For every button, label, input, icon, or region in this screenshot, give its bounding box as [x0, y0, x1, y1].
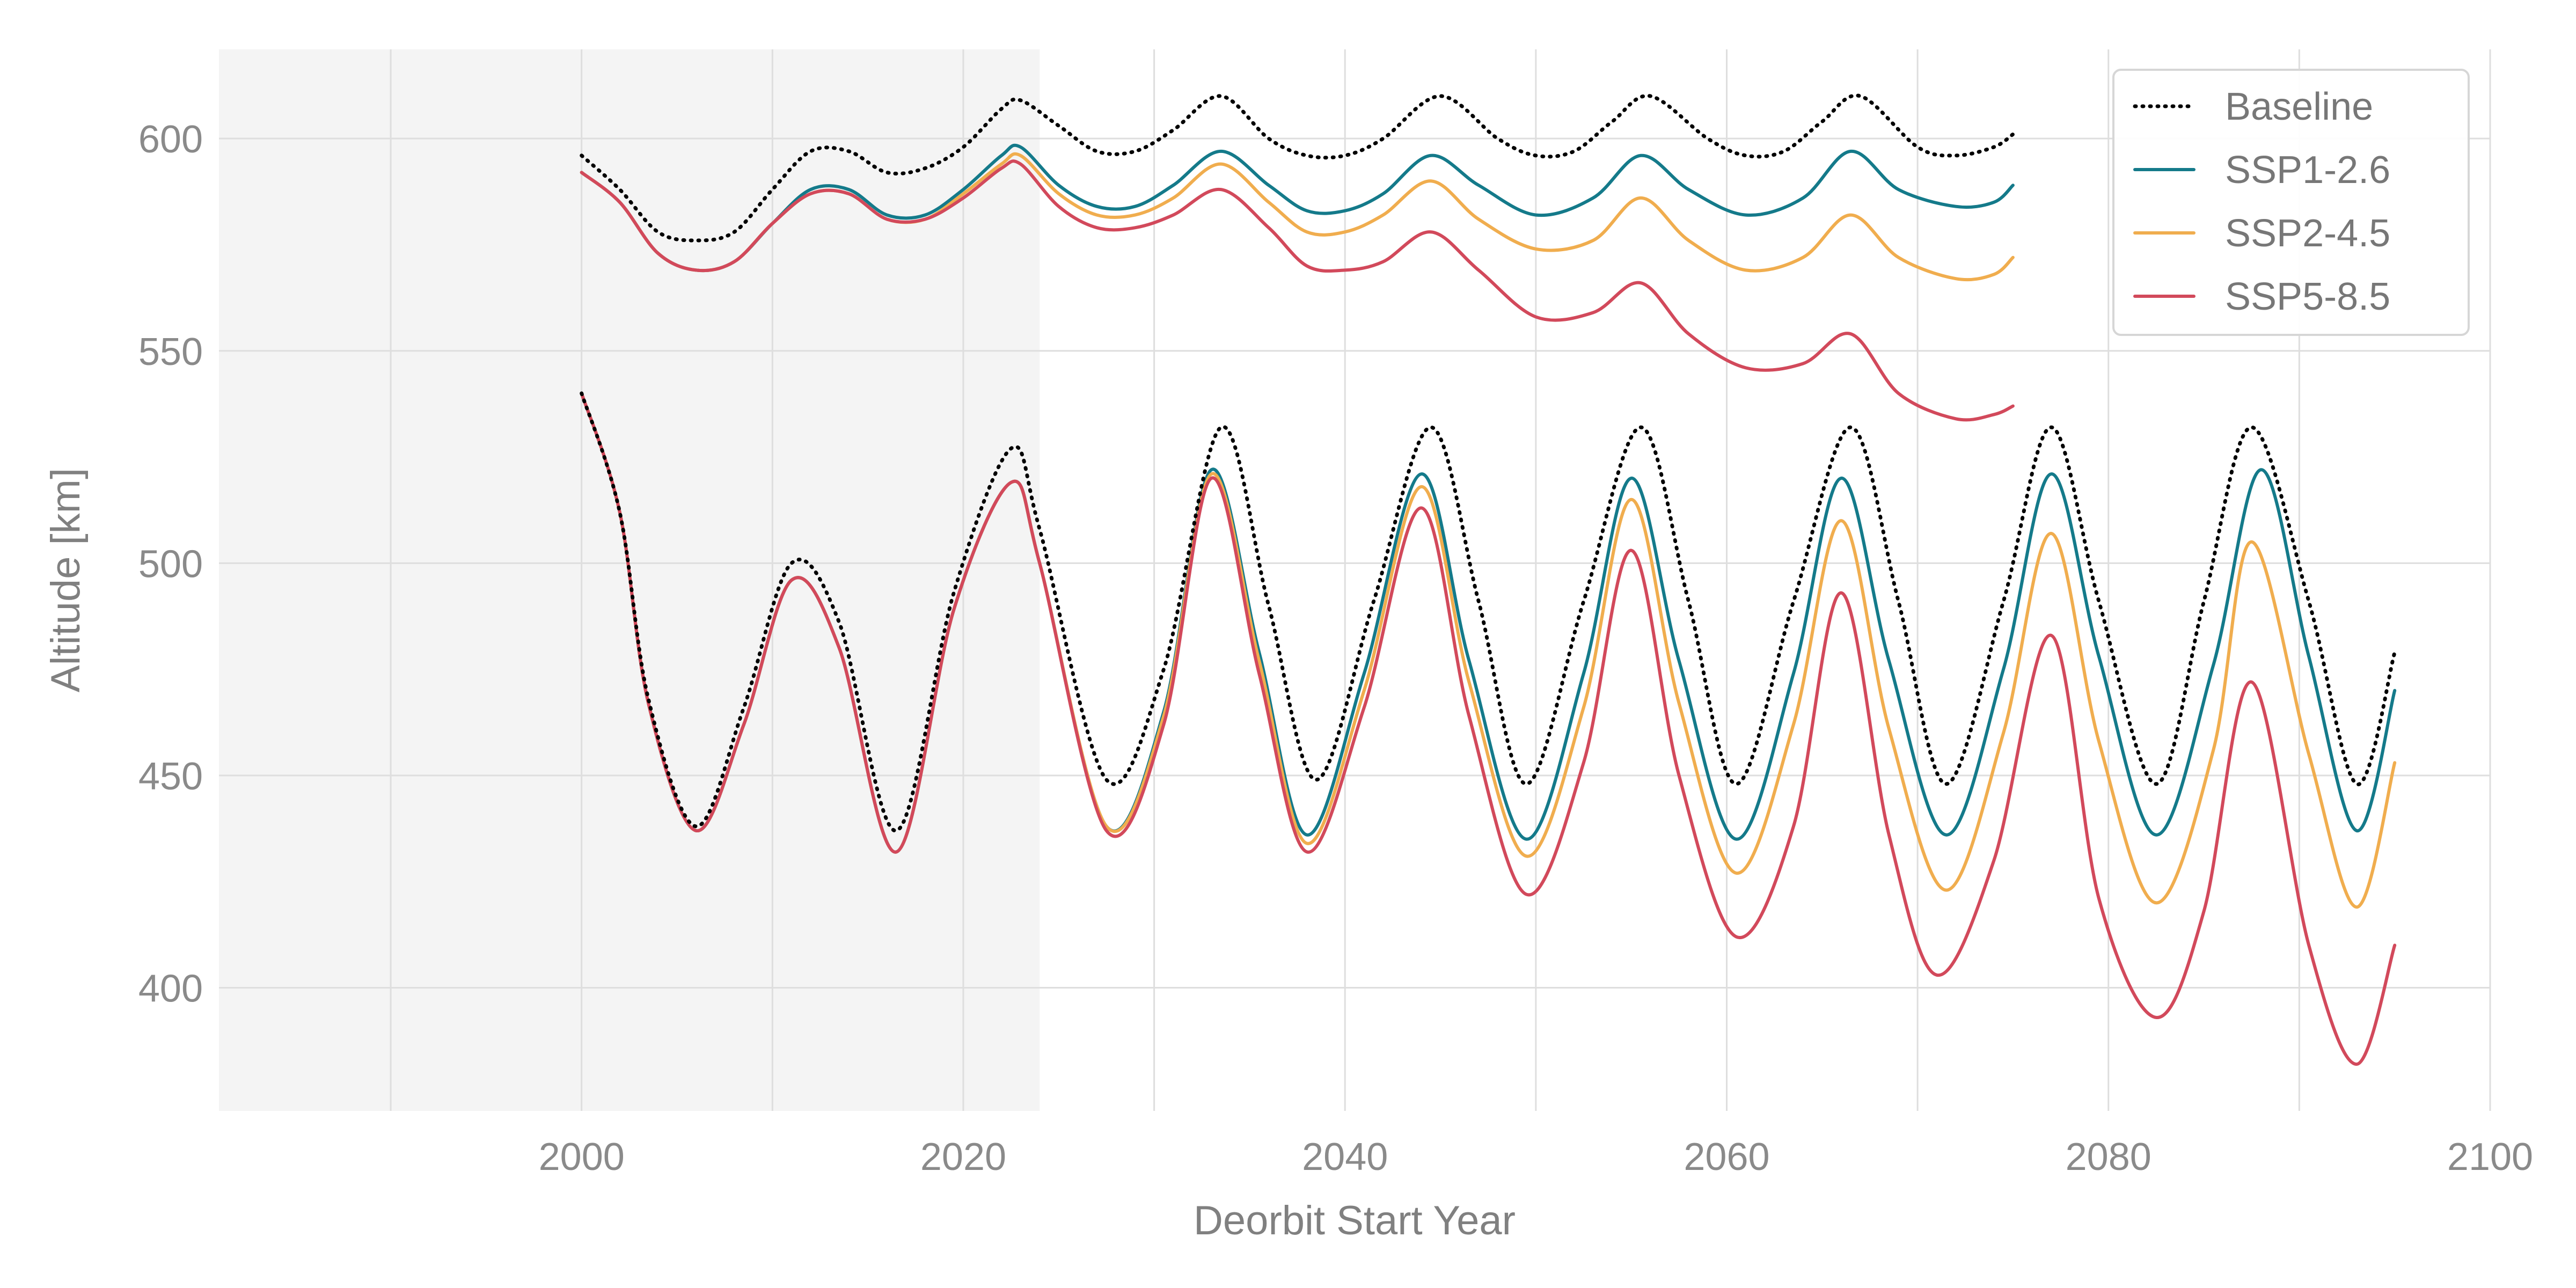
y-tick-label: 600 [138, 118, 203, 161]
x-tick-label: 2060 [1684, 1136, 1769, 1179]
y-tick-label: 450 [138, 755, 203, 798]
x-tick-label: 2080 [2066, 1136, 2151, 1179]
legend-label-ssp2-4-5: SSP2-4.5 [2225, 212, 2390, 255]
x-tick-label: 2020 [920, 1136, 1006, 1179]
legend-box [2112, 69, 2470, 336]
legend-label-ssp5-8-5: SSP5-8.5 [2225, 275, 2390, 318]
y-axis-label: Altitude [km] [43, 468, 89, 692]
series-line-ssp5-8-5-lower [580, 391, 2397, 1066]
x-tick-label: 2000 [539, 1136, 625, 1179]
x-tick-label: 2100 [2447, 1136, 2533, 1179]
x-axis-label: Deorbit Start Year [1194, 1198, 1516, 1243]
y-tick-label: 400 [138, 968, 203, 1011]
legend-label-baseline: Baseline [2225, 85, 2373, 128]
series-line-ssp1-2-6-upper [580, 143, 2015, 273]
plot-area: 2000 2020 2040 2060 2080 2100 400 450 500 550 600 [138, 49, 2533, 1179]
x-tick-label: 2040 [1302, 1136, 1388, 1179]
y-tick-label: 550 [138, 331, 203, 374]
legend: Baseline SSP1-2.6 SSP2-4.5 SSP5-8.5 [2112, 69, 2470, 336]
legend-label-ssp1-2-6: SSP1-2.6 [2225, 149, 2390, 192]
series-line-baseline-upper [580, 93, 2015, 243]
series-line-baseline-lower [580, 391, 2397, 833]
y-tick-label: 500 [138, 543, 203, 586]
series-line-ssp5-8-5-upper [580, 159, 2015, 422]
